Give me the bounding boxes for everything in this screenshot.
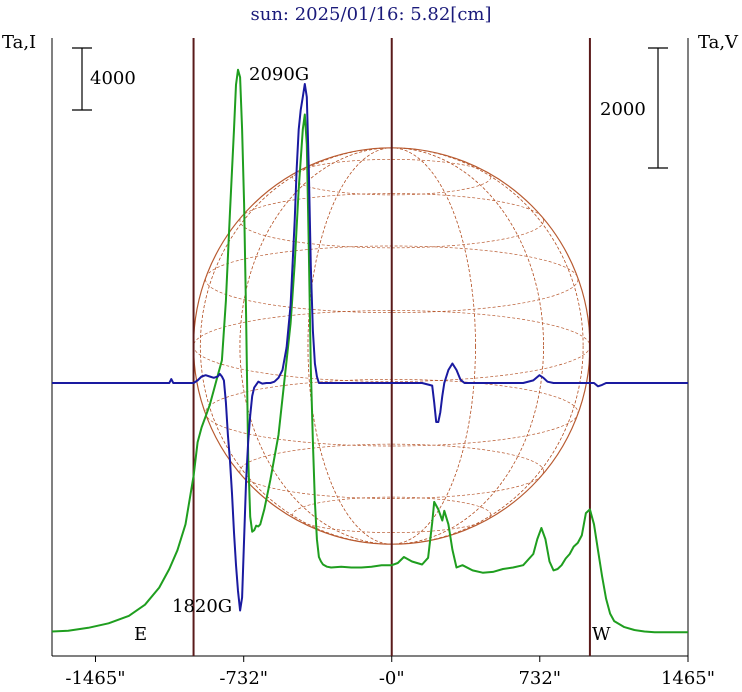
scale-bar-right-label: 2000 (600, 99, 646, 120)
x-tick-label: 1465" (661, 668, 715, 689)
latitude-line (292, 159, 492, 196)
y-label-left: Ta,I (2, 32, 36, 53)
scale-bar-left: 4000 (72, 47, 136, 111)
chart-title: sun: 2025/01/16: 5.82[cm] (250, 4, 491, 25)
x-tick-label: -1465" (65, 668, 125, 689)
y-label-right: Ta,V (698, 32, 739, 53)
scale-bar-right: 2000 (600, 47, 668, 169)
series-line-ta-i (51, 68, 688, 634)
plot-frame (51, 38, 689, 657)
limb-label-east: E (134, 624, 147, 645)
series-line-ta-v (52, 83, 688, 612)
latitude-line (239, 193, 544, 249)
annotation-1820g: 1820G (172, 596, 232, 617)
latitude-line (239, 443, 544, 499)
latitude-line (292, 496, 492, 533)
x-tick-label: 732" (518, 668, 561, 689)
limb-label-west: W (592, 624, 611, 645)
limb-markers (192, 38, 591, 656)
series-group (51, 68, 688, 634)
annotation-2090g: 2090G (249, 64, 309, 85)
x-tick-label: -732" (219, 668, 268, 689)
x-tick-label: -0" (379, 668, 405, 689)
scale-bar-left-label: 4000 (90, 68, 136, 89)
x-ticks: -1465" -732" -0" 732" 1465" (65, 656, 715, 689)
